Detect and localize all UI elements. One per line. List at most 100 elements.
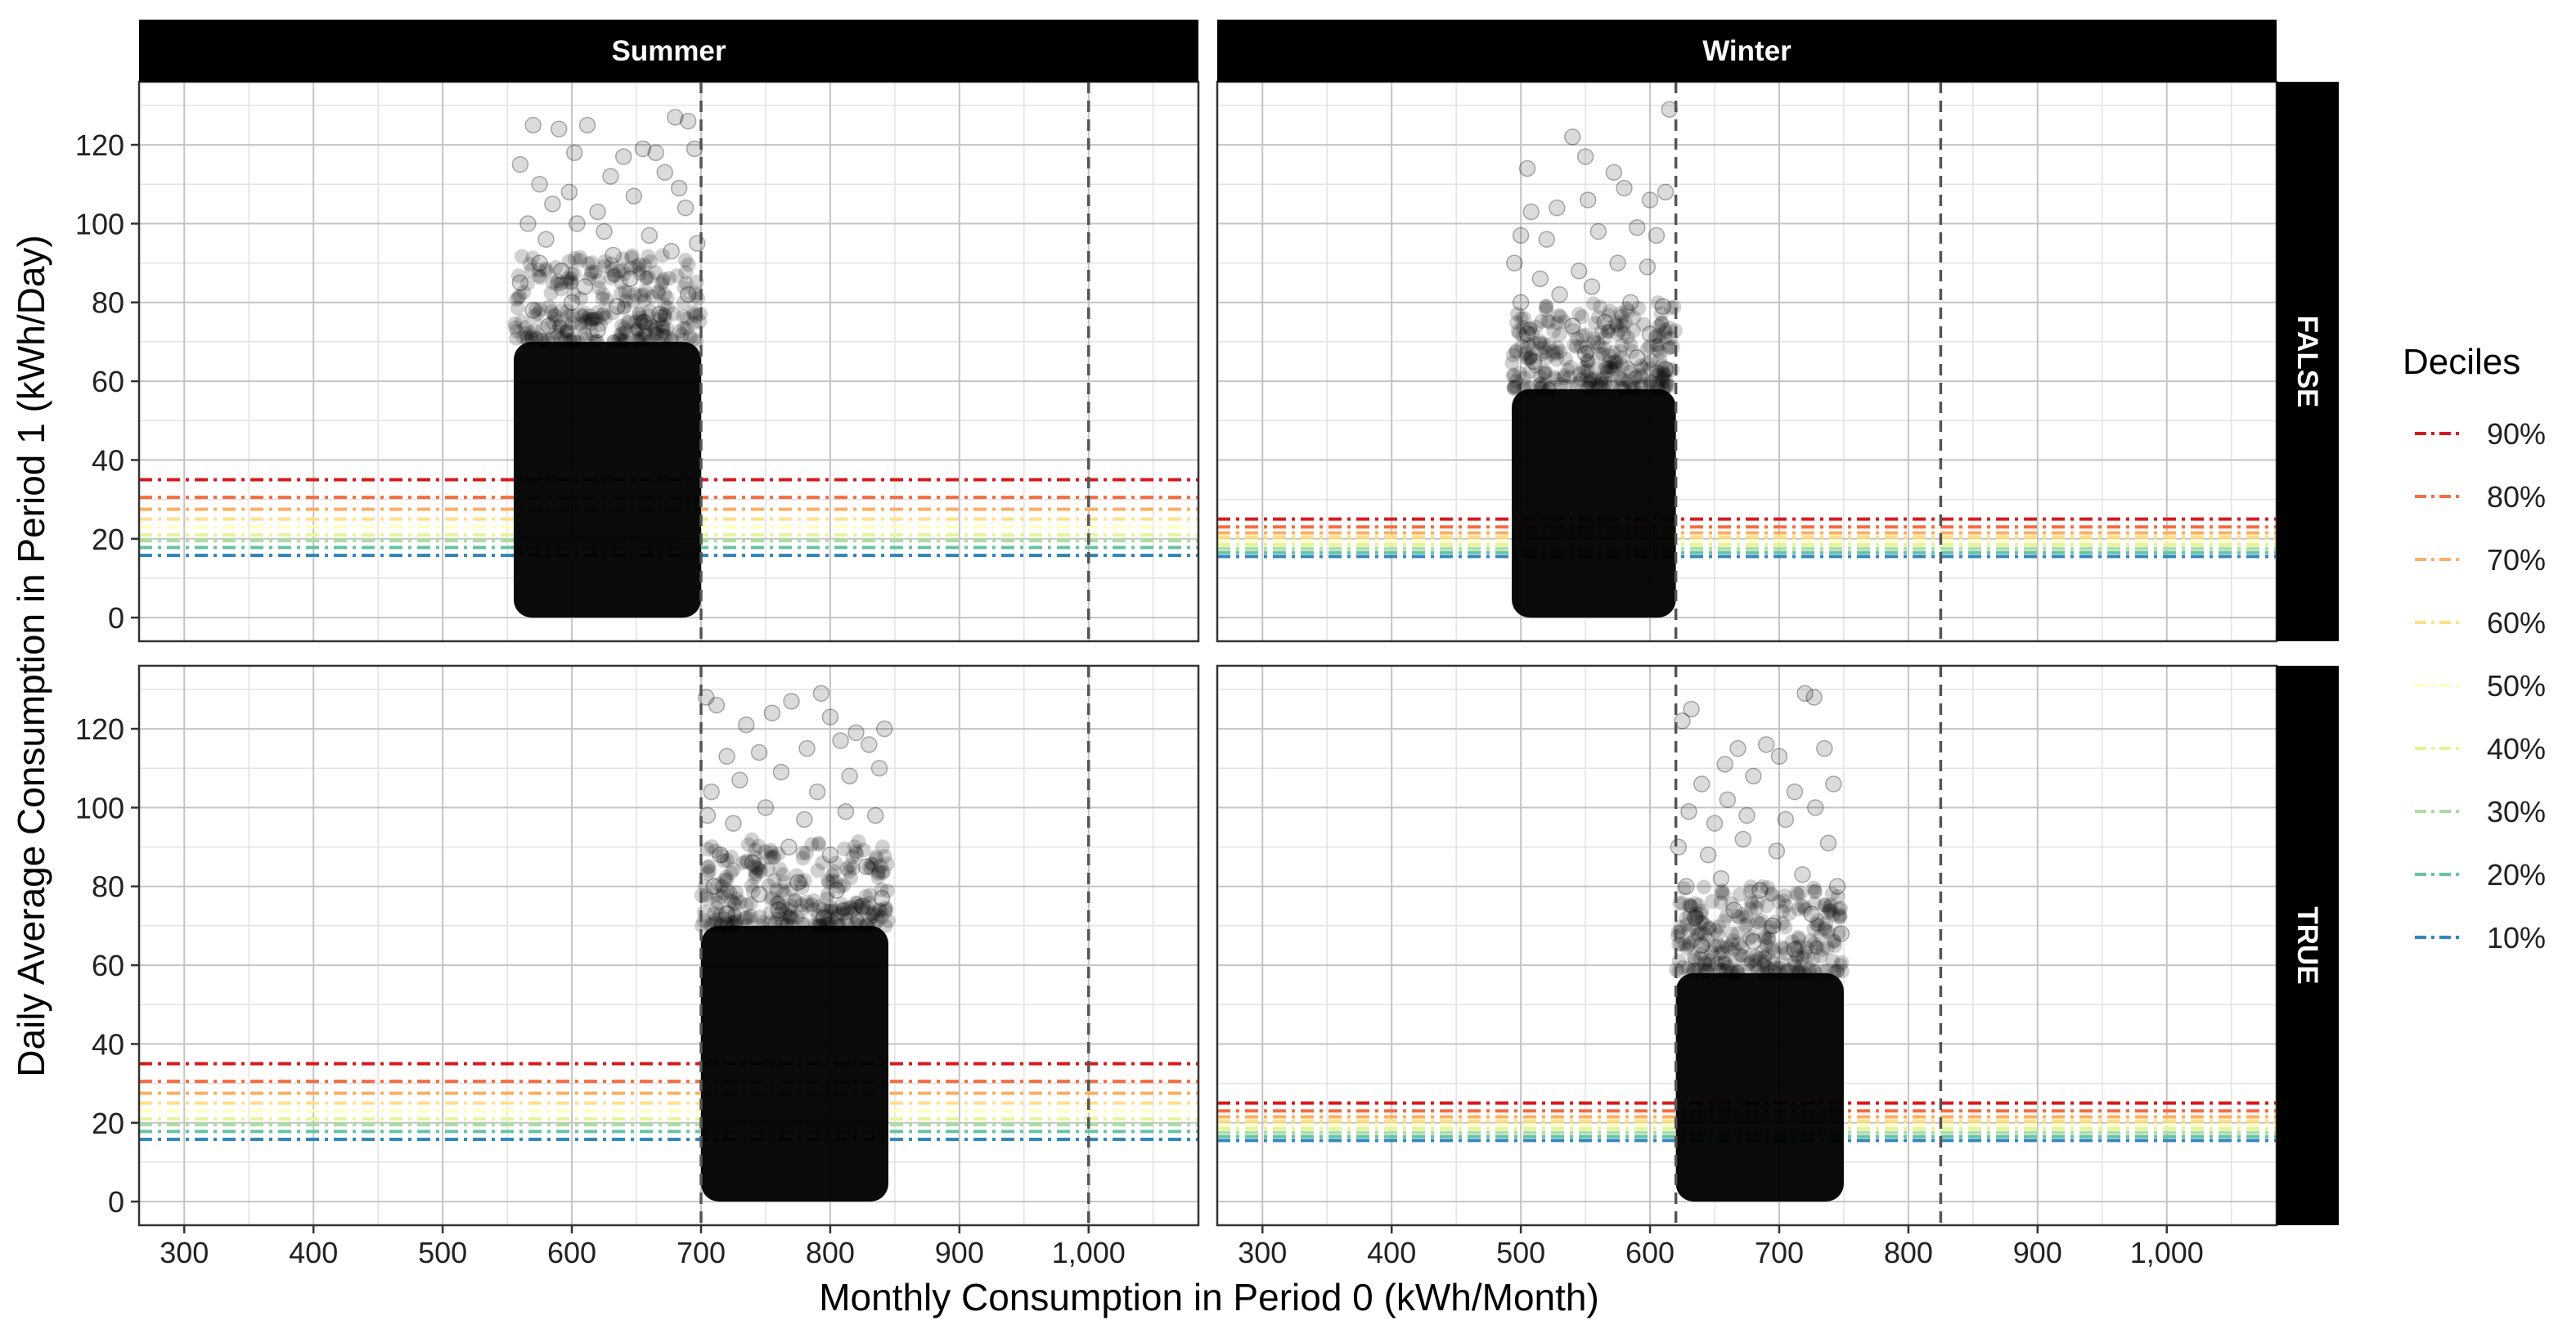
data-point <box>509 323 524 339</box>
data-point <box>1649 337 1665 353</box>
data-point <box>1564 128 1581 146</box>
data-point <box>1824 886 1840 901</box>
data-point <box>1827 934 1842 950</box>
data-point <box>1608 358 1624 374</box>
data-point <box>566 331 582 347</box>
data-point <box>1615 317 1630 333</box>
data-point <box>1724 896 1739 912</box>
data-point <box>659 329 675 344</box>
strip-background <box>2277 666 2339 1225</box>
data-point <box>1629 218 1646 236</box>
y-tick-label: 80 <box>92 870 124 904</box>
data-point <box>656 320 672 335</box>
data-point <box>656 164 674 182</box>
data-point <box>1620 360 1635 375</box>
data-point <box>1652 329 1667 344</box>
y-tick-label: 100 <box>75 791 124 824</box>
outlier-points <box>1670 685 1850 959</box>
data-point <box>1692 950 1707 966</box>
data-point <box>1649 328 1665 344</box>
data-point <box>1774 940 1789 955</box>
x-tick-label: 800 <box>806 1236 855 1269</box>
data-point <box>812 685 830 702</box>
data-point <box>543 285 559 301</box>
data-point <box>1630 369 1645 384</box>
data-point <box>550 273 565 289</box>
data-point <box>820 904 835 919</box>
data-point <box>667 109 684 126</box>
data-point <box>1560 362 1576 378</box>
data-point <box>661 271 677 286</box>
data-point <box>1533 376 1549 392</box>
data-point <box>645 332 660 348</box>
data-point <box>861 896 877 911</box>
data-point <box>1778 919 1793 935</box>
data-point <box>1730 926 1746 941</box>
data-point <box>815 855 830 870</box>
data-point <box>1757 736 1775 753</box>
data-point <box>537 334 553 349</box>
data-point <box>694 918 709 933</box>
data-point <box>829 874 844 890</box>
data-point <box>780 838 798 856</box>
data-point <box>1536 377 1552 393</box>
data-point <box>1832 925 1847 941</box>
data-point <box>739 853 754 869</box>
data-point <box>870 913 886 928</box>
data-point <box>1733 947 1748 963</box>
data-point <box>1834 963 1850 979</box>
data-point <box>1585 296 1601 312</box>
data-point <box>558 317 573 332</box>
data-point <box>780 917 795 932</box>
data-point <box>602 168 619 185</box>
data-point <box>631 306 646 321</box>
data-point <box>797 916 812 932</box>
data-point <box>1827 937 1843 953</box>
data-point <box>880 913 896 928</box>
data-point <box>1541 314 1557 330</box>
data-point <box>1576 148 1594 165</box>
data-point <box>1522 203 1540 221</box>
data-point <box>1658 380 1674 395</box>
data-point <box>509 292 524 308</box>
legend-item-10pct: 10% <box>2415 921 2546 954</box>
data-point <box>1798 902 1814 918</box>
data-point <box>1634 358 1649 374</box>
data-point <box>1825 775 1842 793</box>
data-point <box>621 270 639 288</box>
data-point <box>532 263 547 278</box>
data-point <box>811 836 827 851</box>
data-point <box>1686 950 1702 965</box>
data-point <box>772 763 790 781</box>
data-point <box>564 266 579 281</box>
data-point <box>669 268 685 284</box>
data-point <box>1580 363 1595 379</box>
data-point <box>1761 932 1777 948</box>
data-point <box>1641 191 1659 209</box>
data-point <box>1651 338 1666 353</box>
data-point <box>589 321 606 339</box>
data-point <box>703 783 720 801</box>
data-point <box>1768 842 1786 860</box>
data-point <box>620 315 636 330</box>
data-point <box>795 851 811 866</box>
data-point <box>1517 371 1532 386</box>
data-point <box>699 842 715 857</box>
data-point <box>770 911 785 927</box>
data-point <box>716 853 731 869</box>
data-point <box>584 312 600 327</box>
data-point <box>1757 950 1773 965</box>
data-point <box>1580 380 1596 395</box>
data-point <box>1825 907 1841 923</box>
data-point <box>723 893 739 909</box>
data-point <box>1568 376 1584 392</box>
data-point <box>572 253 587 268</box>
data-point <box>1727 952 1742 968</box>
data-point <box>834 896 849 912</box>
data-point <box>701 859 717 874</box>
data-point <box>798 739 816 757</box>
data-point <box>1642 339 1657 354</box>
data-point <box>596 306 611 321</box>
data-point <box>1806 799 1824 816</box>
